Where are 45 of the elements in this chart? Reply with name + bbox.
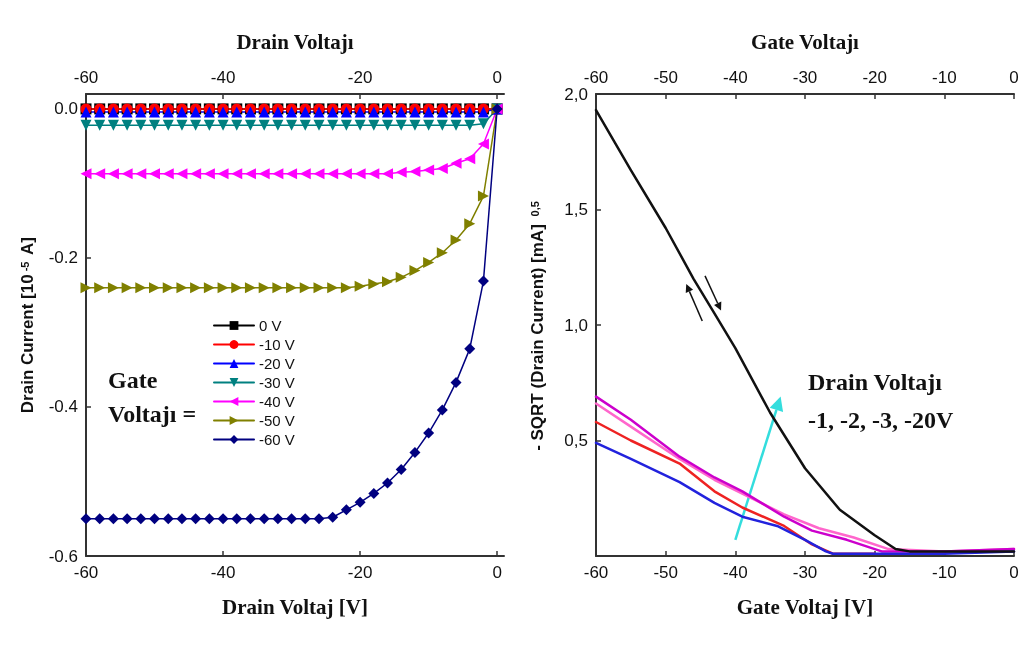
y-axis-title: Drain Current [10-5 A] <box>18 237 37 414</box>
x2-axis-title: Gate Voltajı <box>751 29 860 54</box>
y-tick-label: 1,5 <box>564 200 588 219</box>
y-tick-label: 1,0 <box>564 315 588 335</box>
x-tick-label: -60 <box>583 563 609 582</box>
y-tick-label: 0.0 <box>54 99 78 119</box>
x2-tick-label: -60 <box>583 68 609 87</box>
x-tick-label: -20 <box>347 563 373 582</box>
y-axis-title: - SQRT (Drain Current) [mA] 0,5 <box>528 201 547 451</box>
x-tick-label: -10 <box>932 563 957 582</box>
x2-tick-label: -50 <box>653 68 678 87</box>
x-axis-title: Gate Voltaj [V] <box>736 594 874 619</box>
x-tick-label: 0 <box>1009 563 1019 582</box>
legend-title: Gate Voltajı = <box>108 367 197 427</box>
legend-label: -40 V <box>259 393 295 410</box>
legend-label: -30 V <box>259 374 295 391</box>
y-tick-label: -0.6 <box>48 546 78 566</box>
x-tick-label: -60 <box>73 563 99 582</box>
legend-label: -20 V <box>259 355 295 372</box>
x-tick-label: 0 <box>492 563 502 582</box>
x2-tick-label: -10 <box>932 68 957 87</box>
x2-tick-label: 0 <box>492 68 502 87</box>
legend-label: -60 V <box>259 431 295 448</box>
legend-label: 0 V <box>259 317 282 334</box>
legend-label: -50 V <box>259 412 295 429</box>
x-tick-label: -30 <box>792 563 818 582</box>
x2-tick-label: -30 <box>792 68 818 87</box>
y-tick-label: -0.2 <box>48 248 78 268</box>
x2-tick-label: -40 <box>210 68 236 87</box>
x-axis-title: Drain Voltaj [V] <box>222 594 368 619</box>
x-tick-label: -40 <box>210 563 236 582</box>
y-tick-label: 2,0 <box>564 84 588 104</box>
x-tick-label: -20 <box>862 563 887 582</box>
y-tick-label: -0.4 <box>48 397 78 417</box>
x2-tick-label: -40 <box>723 68 748 87</box>
x-tick-label: -40 <box>723 563 748 582</box>
x2-tick-label: 0 <box>1009 68 1019 87</box>
annotation: Drain Voltajı -1, -2, -3, -20V <box>808 369 954 433</box>
x2-tick-label: -20 <box>347 68 373 87</box>
x2-tick-label: -60 <box>73 68 99 87</box>
x2-axis-title: Drain Voltajı <box>236 29 354 54</box>
x-tick-label: -50 <box>653 563 678 582</box>
legend-label: -10 V <box>259 336 295 353</box>
x2-tick-label: -20 <box>862 68 887 87</box>
y-tick-label: 0,5 <box>564 431 588 450</box>
